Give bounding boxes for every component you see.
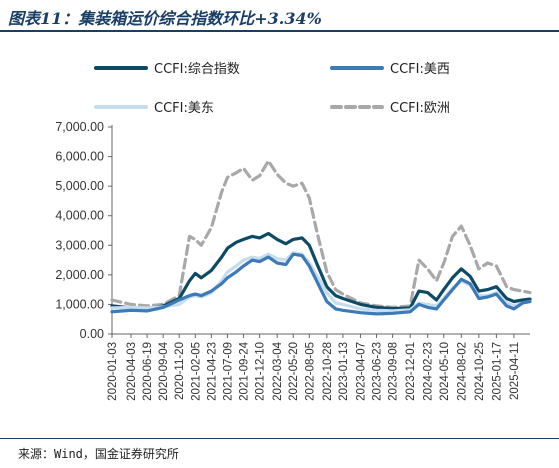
x-tick-label: 2020-11-20	[174, 342, 186, 400]
x-tick-label: 2023-01-13	[338, 342, 350, 401]
y-tick-label: 5,000.00	[55, 179, 104, 193]
series-line-west	[110, 252, 532, 316]
legend: CCFI:综合指数 CCFI:美西 CCFI:美东 CCFI:欧洲	[94, 62, 450, 116]
x-tick-label: 2023-09-08	[388, 342, 400, 401]
title-bar: 图表11：集装箱运价综合指数环比+3.34%	[0, 0, 559, 30]
y-tick-label: 7,000.00	[55, 120, 104, 134]
x-tick-label: 2021-09-24	[239, 341, 251, 400]
x-tick-label: 2022-05-20	[288, 342, 300, 401]
y-tick-label: 0.00	[80, 327, 104, 341]
y-tick-label: 4,000.00	[55, 209, 104, 223]
y-tick-label: 3,000.00	[55, 238, 104, 252]
x-tick-label: 2020-06-19	[142, 342, 154, 401]
y-axis: 7,000.00 6,000.00 5,000.00 4,000.00 3,000.00…	[55, 120, 113, 341]
x-tick-label: 2023-04-07	[355, 342, 367, 401]
legend-label-composite: CCFI:综合指数	[154, 62, 240, 77]
series-line-composite	[110, 231, 532, 311]
x-tick-label: 2024-05-10	[439, 342, 451, 401]
x-tick-label: 2023-06-23	[372, 342, 384, 401]
x-tick-label: 2025-04-11	[509, 342, 521, 400]
title-rule	[0, 30, 559, 32]
x-tick-label: 2023-12-01	[405, 342, 417, 401]
x-tick-label: 2024-08-02	[456, 342, 468, 401]
x-tick-label: 2021-04-23	[206, 342, 218, 401]
legend-label-europe: CCFI:欧洲	[390, 101, 450, 116]
footer-rule	[0, 438, 559, 439]
x-tick-label: 2022-03-04	[272, 341, 284, 400]
source-note: 来源：Wind，国金证券研究所	[18, 447, 179, 461]
x-tick-label: 2024-02-23	[423, 342, 435, 401]
legend-label-west: CCFI:美西	[390, 62, 450, 77]
x-tick-label: 2022-08-05	[304, 342, 316, 401]
chart-title: 图表11：集装箱运价综合指数环比+3.34%	[8, 9, 322, 28]
x-tick-label: 2020-01-03	[107, 342, 119, 401]
x-tick-label: 2021-02-05	[190, 342, 202, 401]
series-line-europe	[110, 159, 532, 309]
legend-label-east: CCFI:美东	[154, 101, 214, 116]
plot-area	[110, 159, 532, 316]
x-tick-label: 2020-09-04	[158, 341, 170, 400]
x-tick-label: 2024-10-25	[474, 342, 486, 401]
y-tick-label: 1,000.00	[55, 297, 104, 311]
y-tick-label: 6,000.00	[55, 150, 104, 164]
x-tick-label: 2020-04-03	[126, 342, 138, 401]
line-chart: CCFI:综合指数 CCFI:美西 CCFI:美东 CCFI:欧洲 7,000.00 6…	[55, 62, 532, 401]
x-tick-label: 2021-07-09	[222, 342, 234, 401]
x-tick-label: 2022-10-28	[322, 342, 334, 401]
y-tick-label: 2,000.00	[55, 268, 104, 282]
x-tick-label: 2021-12-10	[255, 342, 267, 401]
x-tick-label: 2025-01-17	[491, 342, 503, 401]
x-axis: 2020-01-03 2020-04-03 2020-06-19 2020-09-04…	[107, 333, 530, 401]
